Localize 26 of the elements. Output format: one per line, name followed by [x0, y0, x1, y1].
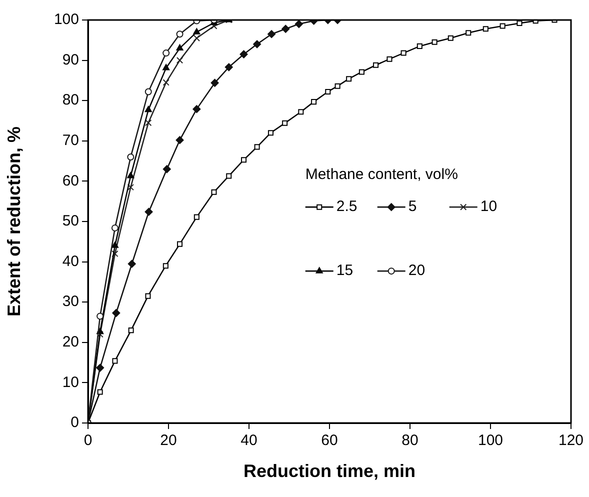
x-tick-label: 120	[558, 432, 584, 450]
y-tick-label: 60	[62, 172, 79, 190]
x-tick-label: 40	[240, 432, 258, 450]
y-tick-label: 50	[62, 212, 79, 230]
legend-label: 10	[480, 198, 498, 216]
legend-label: 2.5	[336, 198, 358, 216]
x-tick-label: 80	[402, 432, 418, 450]
y-tick-label: 100	[54, 11, 79, 28]
x-tick-label: 100	[478, 432, 504, 450]
y-tick-label: 20	[62, 334, 79, 351]
x-tick-label: 20	[160, 432, 177, 450]
x-tick-label: 0	[84, 432, 92, 450]
y-tick-label: 0	[70, 414, 79, 432]
legend-label: 5	[408, 198, 417, 216]
y-tick-label: 90	[62, 51, 79, 68]
legend-title: Methane content, vol%	[305, 166, 458, 184]
y-axis-title: Extent of reduction, %	[4, 126, 24, 317]
y-tick-label: 40	[62, 252, 79, 270]
x-axis-title: Reduction time, min	[243, 461, 416, 482]
y-tick-label: 30	[62, 293, 79, 310]
y-tick-label: 80	[62, 92, 79, 109]
legend-label: 15	[336, 262, 354, 280]
legend-label: 20	[408, 262, 426, 280]
y-tick-label: 70	[62, 132, 79, 150]
x-tick-label: 60	[321, 432, 338, 450]
y-tick-label: 10	[62, 374, 79, 391]
